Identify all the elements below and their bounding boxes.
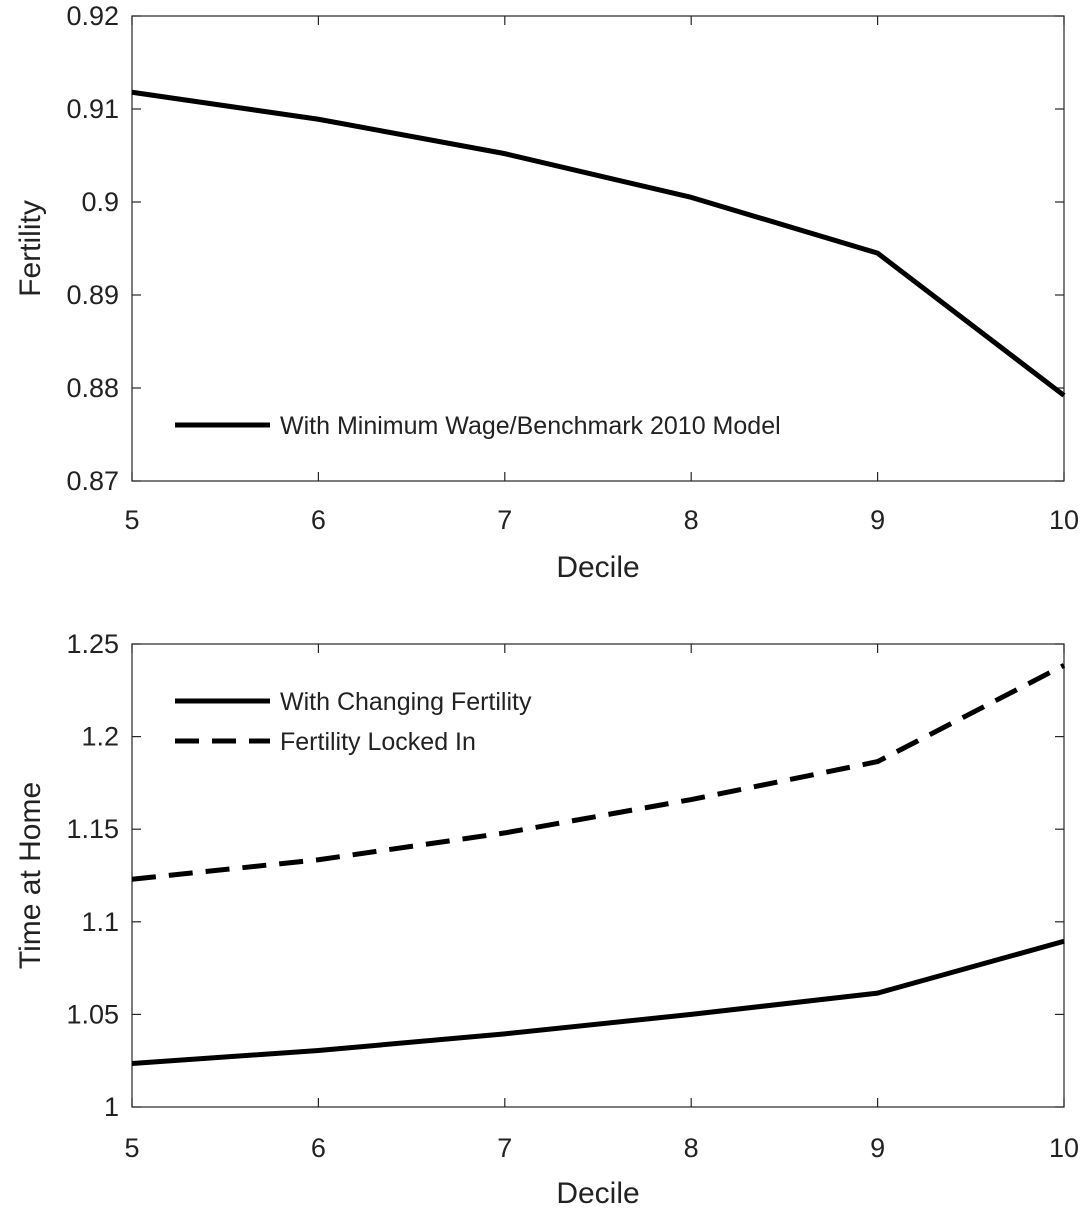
y-tick-label: 0.89 — [66, 280, 119, 310]
x-axis-label: Decile — [556, 1177, 639, 1209]
series-line-1 — [131, 938, 1065, 1066]
x-tick-label: 9 — [870, 1133, 885, 1163]
y-axis-label: Fertility — [14, 200, 47, 297]
plot-frame — [131, 15, 1065, 482]
y-tick-label: 0.92 — [66, 1, 119, 31]
plot-frame — [131, 643, 1065, 1108]
y-tick-label: 1.1 — [81, 907, 119, 937]
x-tick-label: 5 — [124, 505, 139, 535]
y-axis-label: Time at Home — [14, 782, 47, 969]
y-tick-label: 0.88 — [66, 373, 119, 403]
legend-label-1: With Changing Fertility — [280, 688, 532, 716]
x-tick-label: 8 — [684, 505, 699, 535]
x-tick-label: 8 — [684, 1133, 699, 1163]
y-tick-label: 1.05 — [66, 999, 119, 1029]
y-tick-label: 1 — [104, 1092, 119, 1122]
x-tick-label: 9 — [870, 505, 885, 535]
series-line-1 — [131, 89, 1066, 398]
x-tick-label: 6 — [311, 1133, 326, 1163]
x-tick-label: 7 — [497, 1133, 512, 1163]
x-tick-label: 7 — [497, 505, 512, 535]
series-line-2 — [131, 663, 1066, 882]
x-tick-label: 10 — [1049, 505, 1079, 535]
y-tick-label: 0.87 — [66, 466, 119, 496]
y-tick-label: 1.15 — [66, 814, 119, 844]
y-tick-label: 1.25 — [66, 629, 119, 659]
fertility-chart: 5 6 7 8 9 10 0.87 0.88 0.89 0.9 0.91 0.92 Decile Fert… — [14, 1, 1079, 584]
x-tick-label: 5 — [124, 1133, 139, 1163]
legend-label-2: Fertility Locked In — [280, 728, 476, 756]
time-at-home-chart: 5 6 7 8 9 10 1 1.05 1.1 1.15 1.2 1.25 Decile Time at … — [14, 629, 1079, 1209]
x-axis-label: Decile — [556, 551, 639, 584]
x-tick-label: 6 — [311, 505, 326, 535]
y-tick-label: 0.91 — [66, 94, 119, 124]
x-tick-label: 10 — [1049, 1133, 1079, 1163]
legend-label-1: With Minimum Wage/Benchmark 2010 Model — [280, 412, 781, 440]
y-tick-label: 1.2 — [81, 722, 119, 752]
y-tick-label: 0.9 — [81, 187, 119, 217]
